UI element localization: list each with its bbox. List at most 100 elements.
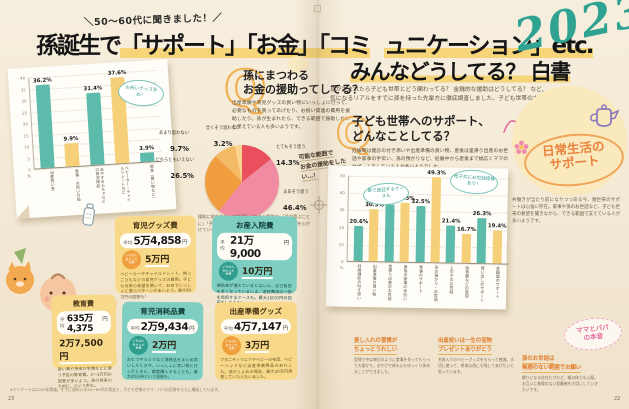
y-tick-label: 10 <box>24 144 30 150</box>
main-title-line2: みんなどうしてる？ 白書 <box>350 60 571 84</box>
money-box-education: 教育費 平均 635万4,375 円 2万7,500円 習い事や将来の学費などに使う… <box>51 294 117 389</box>
bar-category-label: 金銭面のサポート <box>495 266 501 299</box>
bar-value-label: 32.5% <box>411 199 431 206</box>
title-part2: 「サポート」「お金」「コミ <box>120 26 372 60</box>
quote-column-1: 差し入れの習慣が ちょっとうれしい 里帰り中は毎日のように食事を作ってもらって大助… <box>354 338 430 374</box>
bar-category-label: 買い出しのサポート <box>480 266 485 303</box>
q1-title-line1: 孫にまつわる <box>243 69 309 82</box>
honne-badge: ママとパパ の本音 <box>562 315 624 353</box>
pie-chart-money-support <box>205 145 279 219</box>
pie-label-amari: あまり思わない 9.7% <box>158 131 189 154</box>
mode-amount: 2万円 <box>151 337 177 354</box>
average-amount: 平均 2万9,434 円 <box>127 318 198 335</box>
x-axis-labels: 妊婦健診の付き添い 出産準備の買い物 里帰り出産のお世話 産後の家事の手伝い 食事のサポ… <box>352 264 503 305</box>
registration-square <box>314 5 321 12</box>
y-tick-label: 40 <box>339 190 345 196</box>
y-tick-label: 40 <box>19 75 26 81</box>
q2-title-line2: どんなことしてる？ <box>352 129 456 143</box>
bar-value-label: 16.7% <box>456 226 476 234</box>
footnote: ※アンケートは2023年実施。すでに孫のいる50〜60代の男女と、子ども世帯のマ… <box>10 387 222 392</box>
intro-line1: 孫が生まれたら子ども世帯とどう関わってる？ 金銭的な援助はどうしてる？ など、 <box>330 87 548 93</box>
bar-value-label: 31.4% <box>83 85 103 93</box>
money-box-description: ベビーカーやチャイルドシート、抱っこひもなどの育児グッズの費用。子ども世帯の希望… <box>120 270 192 300</box>
flower-icon <box>514 140 529 154</box>
title-part3: ュニケーション」etc. <box>384 26 595 60</box>
svg-text:Q: Q <box>336 109 372 158</box>
milk-bottle-icon <box>82 203 95 226</box>
average-amount: 平均 4万7,147 円 <box>220 318 292 335</box>
y-tick-label: 0 <box>340 259 344 265</box>
bar <box>399 202 410 262</box>
y-tick-label: 0 <box>28 167 31 173</box>
y-tick-label: 5 <box>27 155 31 161</box>
bar-value-label: 9.9% <box>63 136 79 143</box>
money-box-maternity-prep: 出産準備グッズ 平均 4万7,147 円 いちばん 多かった 金額 3万円 マタニティウ… <box>214 301 298 381</box>
y-tick-label: 15 <box>23 132 29 139</box>
money-box-description: おむつやミルクなど消耗品をまとめ買いしたときや、いっしょに買い物に行ったときに、… <box>126 356 198 380</box>
bar-category-label: 上の子のお世話 <box>449 265 454 294</box>
page-number-left: 23 <box>8 396 15 402</box>
q1-title-line2: お金の援助ってしてる？ <box>243 83 364 96</box>
bar <box>492 229 502 264</box>
bar-value-label: 21.4% <box>441 218 461 225</box>
bar <box>461 234 471 263</box>
bar <box>64 143 80 167</box>
bar-category-label: 里帰り出産のお世話 <box>387 264 393 301</box>
page-number-right: 22 <box>614 396 621 402</box>
mode-amount: 2万7,500円 <box>59 335 112 365</box>
most-common-amount-badge: いちばん 多かった 金額 <box>128 335 149 355</box>
pie-label-dochira: どちらともいえない 26.5% <box>155 158 194 181</box>
y-tick-label: 35 <box>20 86 27 93</box>
y-tick-label: 25 <box>22 109 28 116</box>
mode-amount: 3万円 <box>244 337 270 354</box>
yellow-blob-background <box>512 86 627 196</box>
mode-amount: 5万円 <box>144 251 170 268</box>
money-box-consumables: 育児消耗品費 平均 2万9,434 円 いちばん 多かった 金額 2万円 おむつやミルク… <box>121 301 204 381</box>
q2-letter-icon: Q <box>335 108 373 158</box>
yellow-blob-decoration <box>287 56 309 73</box>
bar-value-label: 49.3% <box>427 170 446 177</box>
page-fold-corner <box>15 204 30 219</box>
bar-category-label: 保育園などの送迎 <box>464 265 470 298</box>
main-title-line1: 孫誕生で 「サポート」「お金」「コミ ュニケーション」etc. <box>36 26 595 60</box>
y-axis: 0 5 10 15 20 25 30 35 40% <box>16 75 31 178</box>
bar <box>353 225 364 262</box>
bar <box>86 92 105 166</box>
bar-category-label: 出産祝い金 <box>49 170 57 191</box>
money-box-baby-gear: 育児グッズ費 平均 5万4,858 円 いちばん 多かった 金額 5万円 ベビーカーやチ… <box>114 215 197 300</box>
pie-label-totemo: とてもそう思う 14.3% <box>276 145 306 168</box>
bar-value-label: 36.2% <box>32 77 52 85</box>
q1-body: 出産準備や育児グッズの買い物にいっしょに行って、必要なものを買ってあげたり、お祝… <box>232 101 350 130</box>
bar-value-label: 37.6% <box>107 69 127 77</box>
intro-line2: 気になるリアルをすでに孫を持った先輩方に徹底調査しました。子ども世帯の本音も必読… <box>330 96 568 102</box>
quote-column-3: 孫のお世話は 無理のない範囲でお願い 頼りになる存在だけれど、親の体力も心配。お互… <box>522 356 598 392</box>
average-amount: 平均 5万4,858 円 <box>120 232 191 249</box>
bar-category-label: 妊婦健診の付き添い <box>356 263 362 301</box>
bar-category-label: 孫の預かり・お世話 <box>433 265 439 302</box>
teapot-icon <box>590 104 620 127</box>
registration-crosshair <box>310 196 328 214</box>
bar <box>430 177 442 263</box>
most-common-amount-badge: いちばん 多かった 金額 <box>121 250 142 270</box>
money-box-hospital: お産入院費 平均 21万9,000 円 いちばん 多かった 金額 10万円 補助金が増え… <box>211 215 298 305</box>
most-common-amount-badge: いちばん 多かった 金額 <box>218 261 238 281</box>
bar-value-label: 19.4% <box>487 222 507 230</box>
bar <box>384 204 395 262</box>
y-tick-label: 30 <box>339 207 345 213</box>
bar-value-label: 26.3% <box>472 210 492 218</box>
q2-title-line1: 子ども世帯へのサポート、 <box>352 114 490 128</box>
most-common-amount-badge: いちばん 多かった 金額 <box>221 336 242 356</box>
svg-text:Q: Q <box>224 60 267 118</box>
pie-label-mattaku: 全くそう思わない 3.2% <box>205 126 241 149</box>
title-part1: 孫誕生で <box>36 33 122 59</box>
bar <box>368 209 379 262</box>
bar <box>445 225 456 263</box>
mode-amount: 10万円 <box>241 263 273 280</box>
pie-label-maa: まあそう思う 46.4% <box>283 190 309 213</box>
y-tick-label: 50 <box>339 173 346 179</box>
support-note: 共働きが当たり前になりつつある今、親世帯のサポートは心強い存在。家事や孫のお世話… <box>512 198 620 224</box>
y-tick-label: 20 <box>339 224 345 230</box>
average-amount: 平均 635万4,375 円 <box>56 310 112 335</box>
y-axis-unit: % <box>27 173 32 179</box>
